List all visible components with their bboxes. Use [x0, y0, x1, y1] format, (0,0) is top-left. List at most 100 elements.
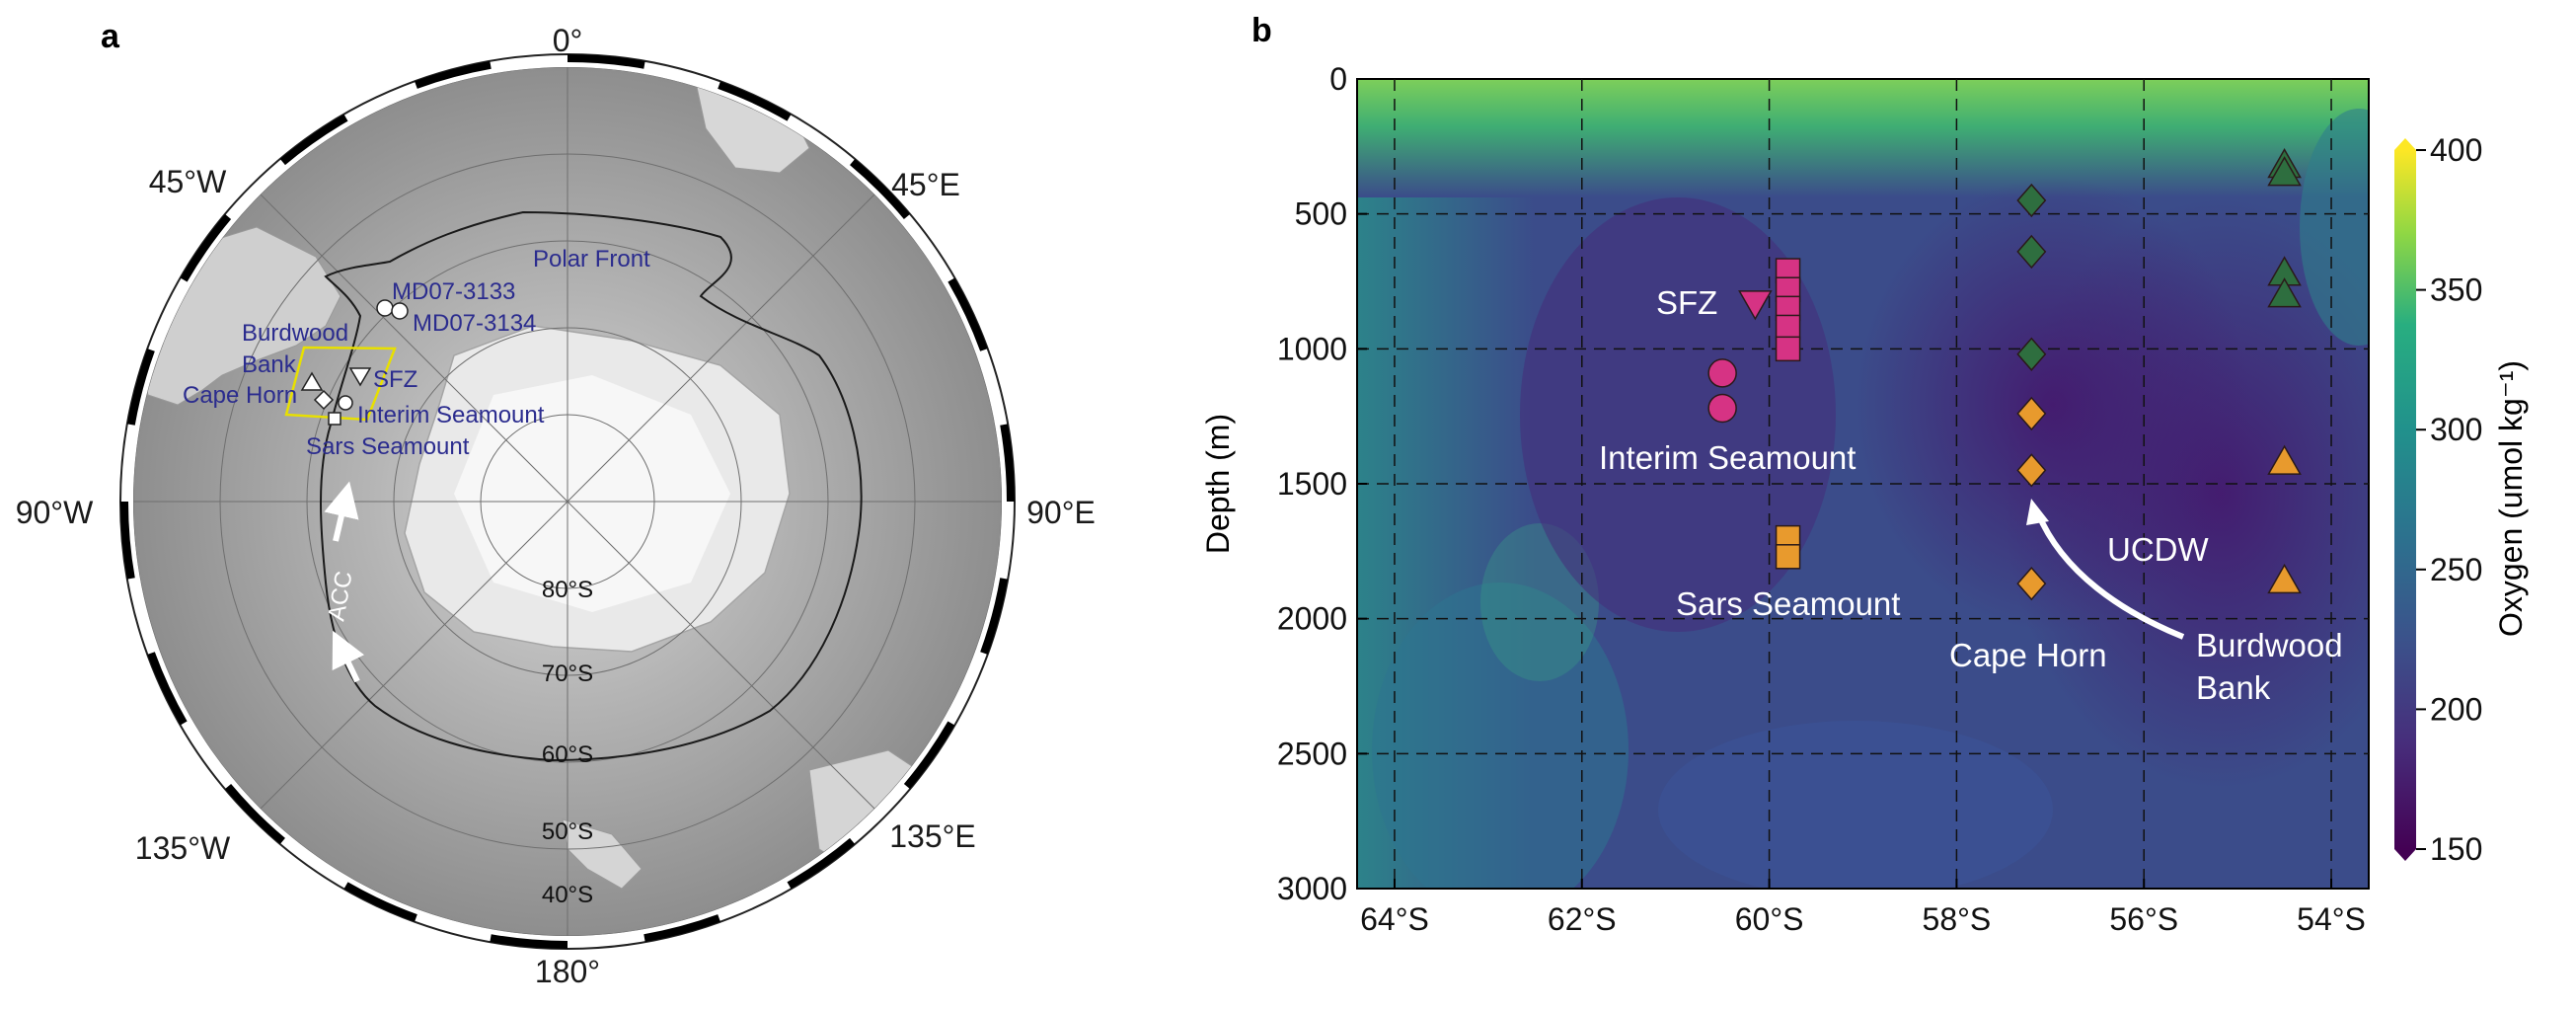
data-marker [1775, 544, 1801, 570]
lat-label-70s: 70°S [542, 661, 593, 687]
interim-seamount-marker [338, 395, 353, 411]
x-tick-label: 54°S [2297, 901, 2366, 937]
frame-dash [644, 914, 720, 943]
ice-shelf-highlight [454, 375, 730, 612]
interim-seamount-map-label: Interim Seamount [357, 402, 545, 428]
data-marker [2016, 337, 2047, 371]
meridian-line [567, 194, 875, 503]
lon-label-135e: 135°E [889, 818, 976, 854]
colorbar-tick-label: 200 [2430, 691, 2482, 727]
lon-label-45w: 45°W [149, 164, 227, 199]
data-marker [1775, 314, 1801, 341]
polar-front-label: Polar Front [533, 246, 650, 272]
frame-dash [343, 882, 417, 922]
frame-dash [567, 54, 645, 69]
data-marker [2016, 183, 2047, 218]
frame-dash [415, 60, 492, 89]
md07-3134-marker [391, 302, 409, 320]
lat-label-60s: 60°S [542, 741, 593, 768]
x-tick-label: 56°S [2109, 901, 2178, 937]
lon-label-135w: 135°W [135, 830, 231, 866]
oxygen-section: 64°S 62°S 60°S 58°S 56°S 54°S 0 500 1000 1500 200… [1200, 61, 2529, 937]
md07-3133-marker [376, 299, 394, 317]
bank-label: Bank [242, 351, 297, 378]
data-marker [2267, 563, 2302, 594]
y-tick-label: 1500 [1277, 466, 1347, 502]
lat-label-50s: 50°S [542, 818, 593, 845]
frame-dash [947, 277, 988, 351]
frame-dash [224, 784, 285, 845]
y-tick-label: 3000 [1277, 871, 1347, 906]
md07-3133-label: MD07-3133 [392, 278, 515, 305]
ucdw-arrowhead [2026, 499, 2049, 525]
data-marker [2016, 396, 2047, 431]
frame-dash [180, 213, 232, 282]
y-tick-label: 2000 [1277, 601, 1347, 637]
sfz-marker [348, 367, 372, 387]
lon-label-90w: 90°W [16, 495, 94, 530]
study-area-box [284, 346, 397, 422]
colorbar-tick-label: 400 [2430, 132, 2482, 168]
frame-dash [718, 81, 792, 121]
heatmap-field [1357, 79, 2369, 889]
colorbar-tick-label: 250 [2430, 552, 2482, 587]
lon-label-45e: 45°E [891, 167, 960, 202]
frame-dash [147, 652, 188, 726]
data-marker [2267, 156, 2302, 187]
data-marker [1707, 358, 1737, 388]
colorbar-tick-label: 350 [2430, 272, 2482, 308]
x-tick-label: 60°S [1735, 901, 1804, 937]
meridian-line [260, 501, 568, 810]
y-axis-label: Depth (m) [1200, 414, 1236, 554]
data-marker [2016, 566, 2047, 601]
lon-label-90e: 90°E [1026, 495, 1096, 530]
data-marker [1775, 336, 1801, 362]
x-tick-label: 58°S [1923, 901, 1992, 937]
colorbar-gradient [2394, 150, 2416, 849]
colorbar-label: Oxygen (umol kg⁻¹) [2493, 360, 2529, 637]
polar-front-line [320, 210, 863, 762]
acc-arrow-lower [332, 630, 365, 683]
ucdw-annotation: UCDW [2107, 531, 2209, 568]
frame-dash [490, 934, 568, 949]
sfz-annotation: SFZ [1656, 284, 1717, 321]
colorbar-bottom-cap [2394, 849, 2416, 861]
frame-dash [787, 837, 856, 890]
lat-label-80s: 80°S [542, 577, 593, 603]
frame-dash [120, 501, 135, 580]
colorbar-tick-label: 300 [2430, 412, 2482, 447]
frame-dash [279, 114, 348, 166]
frame-dash [126, 349, 155, 426]
panel-b-label: b [1251, 12, 1272, 49]
burdwood-annotation-2: Bank [2196, 669, 2271, 706]
x-tick-label: 64°S [1360, 901, 1429, 937]
longitude-grid [133, 67, 1002, 936]
plot-grid [1357, 79, 2369, 889]
y-tick-label: 0 [1329, 61, 1347, 97]
frame-dash [850, 158, 911, 219]
ucdw-arrow [2035, 511, 2185, 640]
md07-3134-label: MD07-3134 [413, 310, 536, 337]
lon-label-180: 180° [535, 954, 600, 989]
x-axis: 64°S 62°S 60°S 58°S 56°S 54°S [1360, 879, 2366, 937]
acc-arrow-upper [324, 481, 359, 542]
frame-dash [903, 721, 955, 790]
data-marker [1738, 290, 1773, 321]
data-marker [2267, 444, 2302, 475]
sars-annotation: Sars Seamount [1676, 585, 1900, 622]
lon-label-0: 0° [553, 23, 583, 58]
x-tick-label: 62°S [1548, 901, 1617, 937]
polar-map: 0° 45°E 90°E 135°E 180° 135°W 90°W 45°W … [16, 23, 1096, 989]
y-tick-label: 500 [1295, 196, 1347, 232]
burdwood-label: Burdwood [242, 320, 348, 347]
data-marker [1707, 393, 1737, 424]
site-markers [1707, 147, 2302, 601]
data-marker [2267, 277, 2302, 308]
y-tick-label: 1000 [1277, 331, 1347, 366]
lat-label-40s: 40°S [542, 882, 593, 908]
colorbar-tick-label: 150 [2430, 831, 2482, 867]
frame-dash [980, 578, 1009, 655]
y-axis: 0 500 1000 1500 2000 2500 3000 [1277, 61, 1367, 906]
data-marker [2016, 453, 2047, 488]
